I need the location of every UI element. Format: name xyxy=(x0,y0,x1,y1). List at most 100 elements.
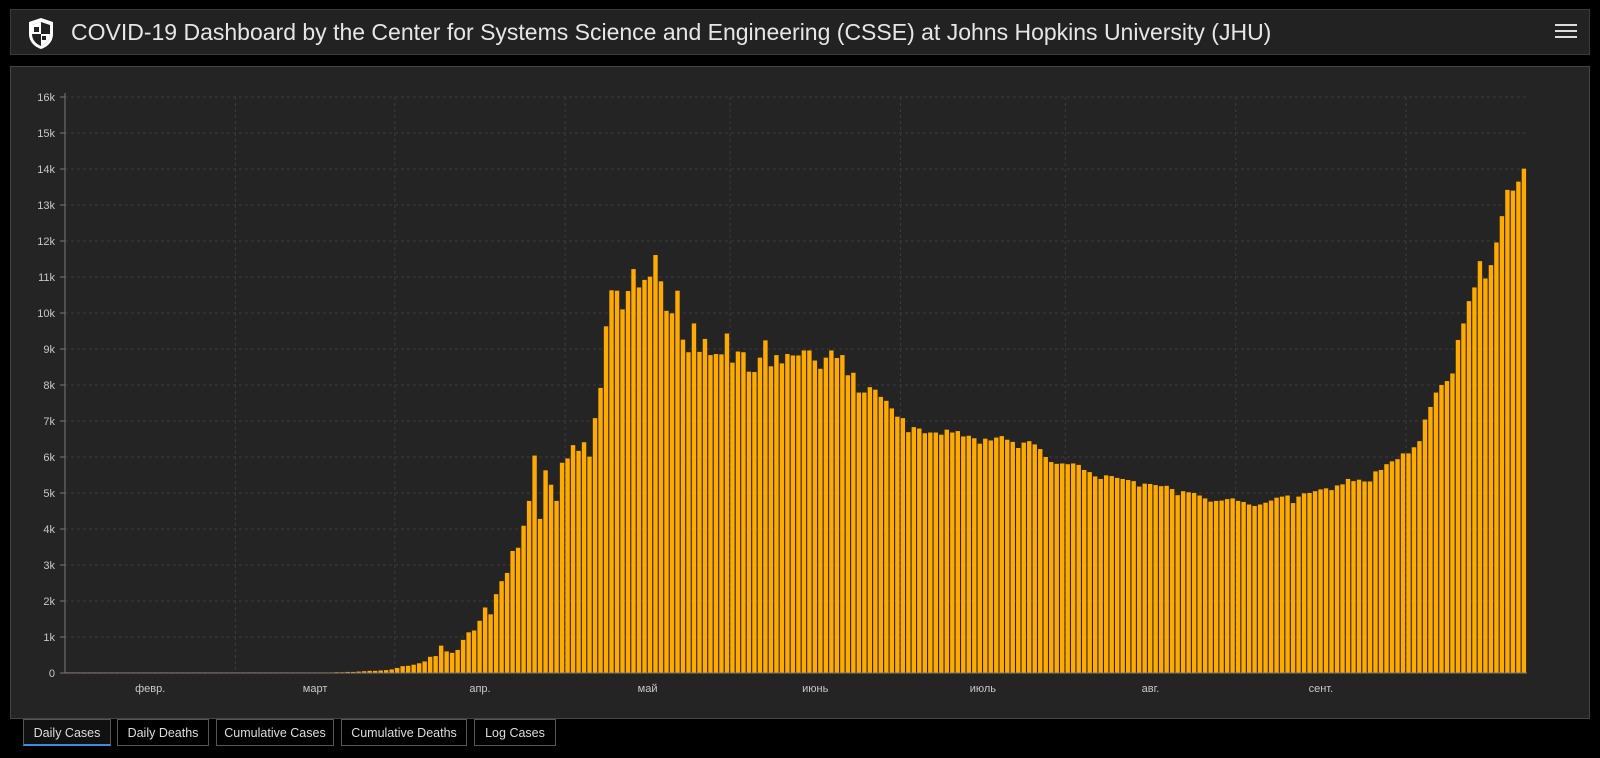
bar xyxy=(1307,493,1312,673)
bar xyxy=(1400,453,1406,673)
bar xyxy=(983,438,988,673)
bar xyxy=(884,400,889,673)
bar xyxy=(1246,504,1252,673)
bar xyxy=(1191,493,1197,673)
y-tick-label: 10k xyxy=(37,308,55,320)
bar xyxy=(460,639,466,673)
bar xyxy=(779,363,785,673)
bar xyxy=(532,455,537,673)
y-tick-label: 2k xyxy=(43,596,55,608)
bar xyxy=(1274,497,1279,673)
y-tick-label: 9k xyxy=(43,344,55,356)
y-tick-label: 14k xyxy=(37,164,55,176)
bar xyxy=(1142,483,1147,673)
bar xyxy=(834,358,840,673)
bar xyxy=(422,661,427,673)
bar xyxy=(554,500,559,673)
bar xyxy=(581,442,587,673)
bar xyxy=(438,645,444,673)
tab-daily-deaths[interactable]: Daily Deaths xyxy=(117,719,209,746)
jhu-shield-logo xyxy=(29,18,53,49)
bar xyxy=(504,572,510,673)
bar xyxy=(757,357,763,673)
bar xyxy=(1158,486,1164,673)
bar xyxy=(708,355,713,673)
bar xyxy=(955,431,960,673)
bar xyxy=(1296,496,1301,673)
bar xyxy=(697,351,702,673)
bar xyxy=(1186,492,1191,673)
x-tick-label: июнь xyxy=(802,683,828,695)
bar xyxy=(361,671,367,673)
hamburger-menu-icon[interactable] xyxy=(1555,21,1577,43)
bar xyxy=(746,371,752,673)
y-tick-label: 3k xyxy=(43,560,55,572)
bar xyxy=(801,350,807,673)
bar xyxy=(394,667,400,673)
bar xyxy=(1208,501,1213,673)
bar xyxy=(625,291,631,673)
tab-cumulative-deaths[interactable]: Cumulative Deaths xyxy=(341,719,467,746)
bar xyxy=(675,290,680,673)
bar xyxy=(1373,471,1378,673)
bar xyxy=(730,362,735,673)
bar xyxy=(367,670,372,673)
x-tick-label: авг. xyxy=(1142,683,1160,695)
bar xyxy=(900,418,906,673)
bar xyxy=(768,366,774,673)
bar xyxy=(548,484,554,673)
bar xyxy=(1494,242,1499,673)
bar xyxy=(383,670,389,673)
bar xyxy=(851,372,856,673)
tab-cumulative-cases[interactable]: Cumulative Cases xyxy=(216,719,334,746)
tab-log-cases[interactable]: Log Cases xyxy=(474,719,556,746)
bar xyxy=(741,352,746,673)
bar xyxy=(1136,486,1142,673)
bar xyxy=(664,310,669,673)
bar xyxy=(922,433,928,673)
bar xyxy=(1340,484,1345,673)
bar xyxy=(867,387,873,673)
bar xyxy=(636,287,642,673)
bar xyxy=(521,525,526,673)
bar xyxy=(1444,381,1450,673)
bar xyxy=(642,279,647,673)
bar xyxy=(351,671,356,673)
bar xyxy=(433,656,438,673)
bar xyxy=(1054,463,1059,673)
bar xyxy=(807,350,812,673)
bar xyxy=(818,368,823,673)
bar xyxy=(653,255,658,674)
bar xyxy=(994,437,999,673)
chart-panel: 0 1k 2k 3k 4k 5k 6k 7k 8k 9k 10k 11k 12k 13k 14k 15k 16k… xyxy=(10,66,1590,719)
y-tick-label: 12k xyxy=(37,236,55,248)
bar xyxy=(1472,287,1477,673)
bar xyxy=(669,313,675,673)
bar xyxy=(917,428,922,673)
bar xyxy=(680,339,686,673)
bar xyxy=(713,354,719,673)
bar xyxy=(1455,340,1461,673)
bar xyxy=(658,281,664,673)
bar xyxy=(1175,495,1180,673)
bar xyxy=(702,338,708,673)
bar xyxy=(1114,477,1120,673)
bar xyxy=(1263,502,1268,673)
bar xyxy=(1351,481,1356,673)
x-tick-label: апр. xyxy=(469,683,490,695)
bar xyxy=(537,518,543,673)
bar xyxy=(1477,261,1483,673)
bar xyxy=(647,276,653,673)
bar xyxy=(427,656,433,673)
bar xyxy=(1439,385,1444,673)
bar xyxy=(603,326,609,673)
bar xyxy=(1395,459,1400,673)
bar xyxy=(1428,406,1433,673)
y-tick-label: 6k xyxy=(43,452,55,464)
tab-daily-cases[interactable]: Daily Cases xyxy=(23,719,111,746)
bar xyxy=(944,429,949,673)
bar xyxy=(1071,463,1076,673)
bar xyxy=(1356,479,1362,673)
bar xyxy=(790,355,796,673)
x-tick-label: март xyxy=(303,683,328,695)
